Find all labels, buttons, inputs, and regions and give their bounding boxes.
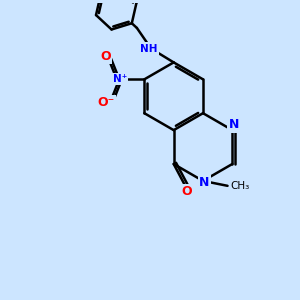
Text: O⁻: O⁻: [97, 96, 114, 109]
Text: O: O: [100, 50, 111, 63]
Text: N⁺: N⁺: [113, 74, 127, 84]
Text: NH: NH: [140, 44, 158, 54]
Text: N: N: [229, 118, 239, 131]
Text: CH₃: CH₃: [230, 182, 250, 191]
Text: O: O: [182, 185, 192, 198]
Text: N: N: [199, 176, 210, 189]
